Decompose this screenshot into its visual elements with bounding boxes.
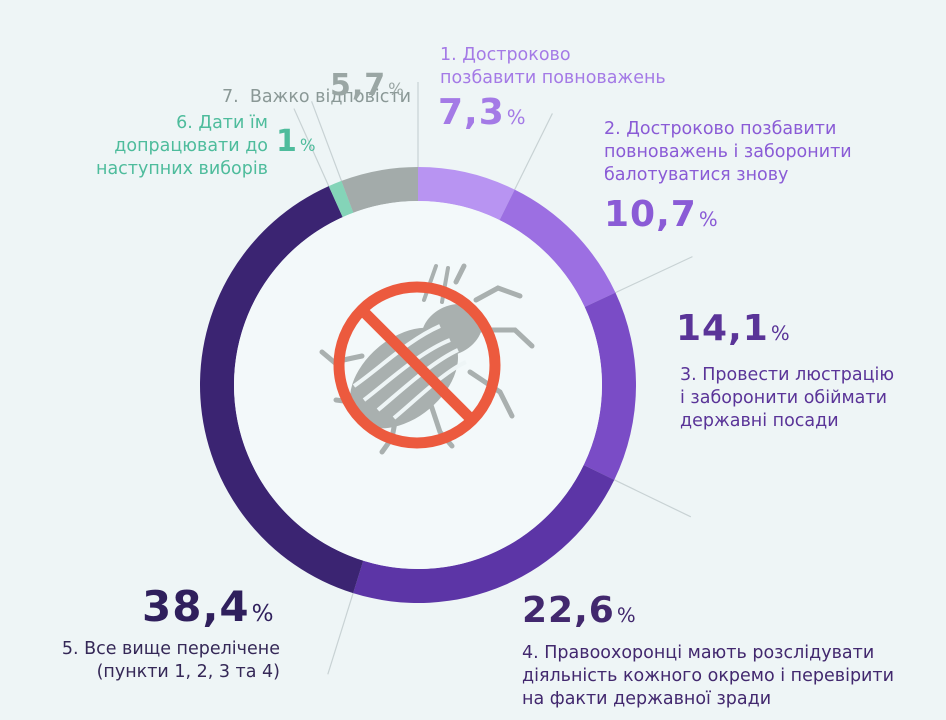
donut-slice-6 — [328, 180, 354, 218]
donut-slice-5 — [200, 186, 364, 594]
slice-1-value: 7,3% — [438, 92, 526, 133]
donut-slice-2 — [499, 189, 616, 308]
slice-6-label: 6. Дати їм допрацювати до наступних вибо… — [96, 113, 268, 179]
slice-5-value: 38,4% — [142, 582, 274, 631]
slice-5-label: 5. Все вище перелічене (пункти 1, 2, 3 т… — [61, 639, 280, 682]
beetle-icon — [319, 263, 535, 455]
slice-2-value: 10,7% — [604, 194, 718, 235]
slice-1-label: 1. Достроково позбавити повноважень — [440, 45, 666, 88]
donut-ring — [200, 167, 636, 603]
slice-7-label: 7. Важко відповісти — [222, 87, 411, 107]
prohibition-circle — [333, 281, 501, 449]
donut-slice-3 — [583, 292, 636, 480]
slice-3-value: 14,1% — [676, 308, 790, 349]
slice-2-label: 2. Достроково позбавити повноважень і за… — [604, 119, 852, 185]
prohibition-slash — [358, 306, 476, 424]
slice-4-label: 4. Правоохоронці мають розслідувати діял… — [522, 643, 894, 709]
donut-slice-4 — [353, 465, 615, 603]
beetle-prohibition-icon — [319, 263, 535, 455]
slice-6-value: 1% — [276, 124, 316, 159]
slice-3-label: 3. Провести люстрацію і заборонити обійм… — [680, 365, 895, 431]
slice-4-value: 22,6% — [522, 590, 636, 631]
donut-slice-7 — [341, 167, 418, 213]
donut-slice-1 — [418, 167, 515, 221]
slice-7-value: 5,7% — [330, 68, 404, 103]
